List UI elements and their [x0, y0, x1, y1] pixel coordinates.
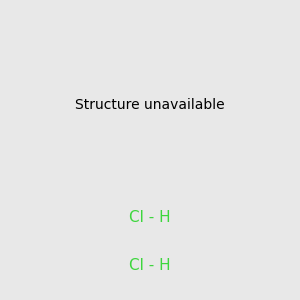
- Text: Cl - H: Cl - H: [129, 258, 171, 273]
- Text: Cl - H: Cl - H: [129, 210, 171, 225]
- Text: Structure unavailable: Structure unavailable: [75, 98, 225, 112]
